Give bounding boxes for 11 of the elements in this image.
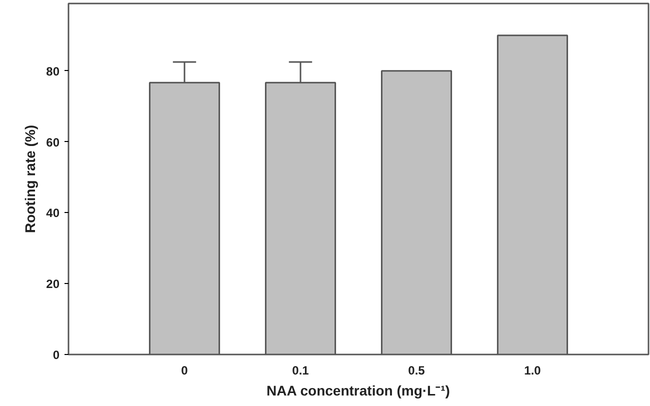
y-axis-title: Rooting rate (%): [22, 124, 38, 234]
y-tick-label: 40: [46, 206, 60, 220]
y-tick-label: 80: [46, 64, 60, 78]
x-tick-label: 0.5: [408, 364, 426, 378]
x-axis-title: NAA concentration (mg·L⁻¹): [266, 382, 450, 398]
x-tick-label: 0.1: [292, 364, 310, 378]
x-tick-label: 1.0: [524, 364, 542, 378]
y-tick-label: 20: [46, 277, 60, 292]
y-tick-label: 0: [52, 348, 60, 362]
x-tick-label: 0: [181, 364, 188, 378]
y-tick-label: 60: [46, 135, 60, 150]
